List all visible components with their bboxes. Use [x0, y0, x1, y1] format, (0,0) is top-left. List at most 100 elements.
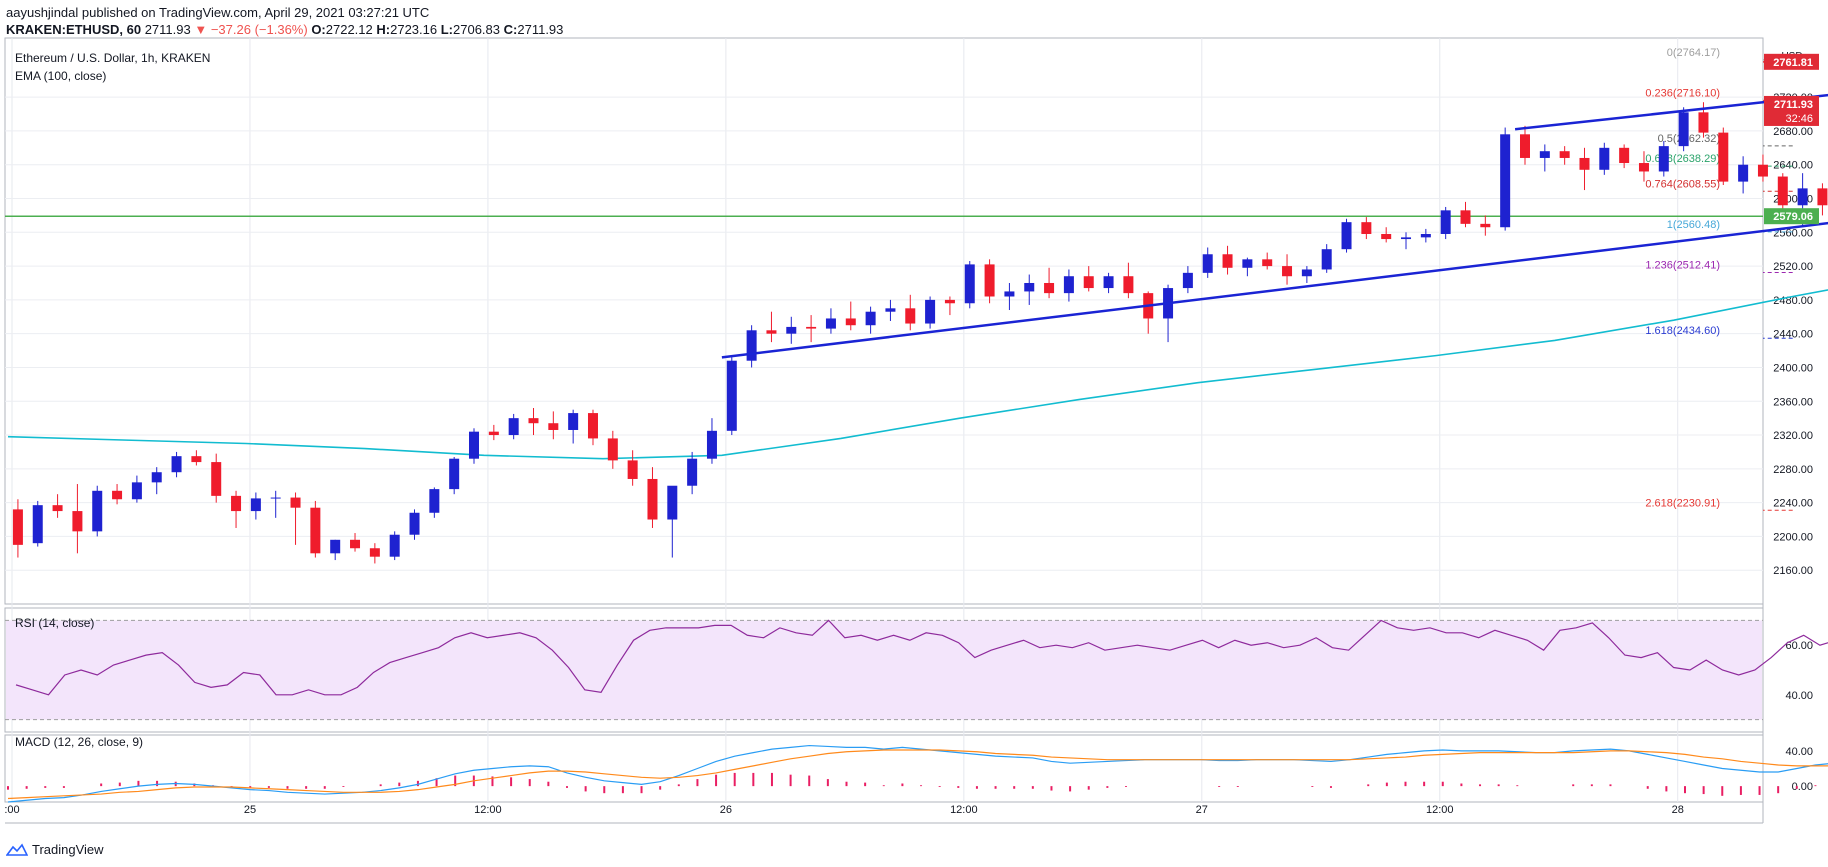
price-tick-label: 2560.00 [1773, 227, 1813, 239]
candle-body [1777, 176, 1788, 206]
time-tick-label: 12:00 [1426, 804, 1454, 816]
fib-level-label: 1(2560.48) [1667, 219, 1720, 231]
candle-body [528, 418, 539, 424]
time-tick-label: 25 [244, 804, 256, 816]
rsi-band [6, 620, 1762, 720]
candle-body [1182, 272, 1193, 289]
candle-body [607, 438, 618, 461]
candle-body [766, 330, 777, 334]
time-tick-label: 12:00 [950, 804, 978, 816]
rsi-title: RSI (14, close) [15, 616, 94, 630]
candle-body [1282, 266, 1293, 277]
main-pane [4, 37, 1764, 605]
ema-indicator-title: EMA (100, close) [15, 69, 106, 83]
candle-body [587, 413, 598, 439]
candle-body [746, 330, 757, 361]
candle-body [231, 495, 242, 512]
candle-body [12, 509, 23, 545]
fib-level-label: 1.618(2434.60) [1645, 325, 1720, 337]
candle-body [647, 478, 658, 520]
candle-body [1460, 210, 1471, 224]
candles [12, 102, 1828, 564]
candle-body [1361, 222, 1372, 234]
rsi-panel: 40.00 60.00 RSI (14, close) [5, 616, 1828, 721]
brand-name[interactable]: TradingView [32, 842, 104, 857]
candle-body [1738, 164, 1749, 182]
candle-body [706, 430, 717, 459]
candle-body [1024, 282, 1035, 292]
candle-body [389, 534, 400, 557]
candle-body [1559, 151, 1570, 158]
macd-tick-label: 0.00 [1792, 781, 1813, 793]
close-label: C: [503, 22, 518, 37]
macd-title: MACD (12, 26, close, 9) [15, 735, 143, 749]
symbol: KRAKEN:ETHUSD, 60 [6, 22, 142, 37]
time-tick-label: 28 [1672, 804, 1684, 816]
upper-channel-line [1514, 93, 1828, 131]
fib-level-label: 0.764(2608.55) [1645, 178, 1720, 190]
candle-body [469, 431, 480, 459]
candle-body [1440, 210, 1451, 234]
candle-body [1044, 282, 1055, 294]
candle-body [825, 318, 836, 329]
candle-body [92, 490, 103, 532]
candle-body [1103, 276, 1114, 289]
candle-body [171, 456, 182, 473]
candle-body [548, 423, 559, 430]
candle-body [1619, 147, 1630, 164]
candle-body [984, 264, 995, 297]
candle-body [112, 490, 123, 500]
candle-body [191, 456, 202, 463]
high-price-badge-text: 2761.81 [1773, 57, 1813, 69]
candle-body [865, 311, 876, 326]
rsi-line [15, 619, 1828, 696]
candle-body [429, 489, 440, 513]
open-value: 2722.12 [325, 22, 373, 37]
candle-body [1797, 188, 1808, 206]
fib-level-label: 0.618(2638.29) [1645, 153, 1720, 165]
candle-body [1638, 163, 1649, 172]
price-tick-label: 2640.00 [1773, 160, 1813, 172]
candle-body [1341, 222, 1352, 250]
support-price-badge: 2579.06 [1764, 208, 1819, 225]
candle-body [1757, 164, 1768, 177]
candle-body [310, 507, 321, 554]
ascending-support-trendline [721, 221, 1828, 359]
support-price-badge-bg [1764, 208, 1819, 225]
candle-body [1599, 147, 1610, 170]
candle-body [845, 318, 856, 326]
candle-body [1222, 254, 1233, 268]
candle-body [250, 498, 261, 512]
high-price-badge-bg [1764, 53, 1819, 70]
candle-body [1123, 276, 1134, 294]
time-tick-label: 26 [720, 804, 732, 816]
candle-body [32, 505, 43, 544]
candle-body [1519, 134, 1530, 158]
candle-body [964, 264, 975, 304]
last-price-badge-countdown: 32:46 [1785, 113, 1813, 125]
close-value: 2711.93 [517, 22, 564, 37]
last-price-badge-text: 2711.93 [1774, 99, 1813, 111]
fib-level-label: 0(2764.17) [1667, 47, 1720, 59]
fib-level-label: 2.618(2230.91) [1645, 497, 1720, 509]
candle-body [350, 539, 361, 549]
candle-body [1500, 134, 1511, 228]
rsi-tick-label: 40.00 [1785, 690, 1813, 702]
candle-body [369, 548, 380, 557]
candle-body [1539, 151, 1550, 158]
candle-body [568, 413, 579, 430]
candle-body [726, 360, 737, 431]
last-price-badge: 2711.93 32:46 [1764, 95, 1819, 126]
macd-pane [4, 734, 1764, 803]
symbol-line: KRAKEN:ETHUSD, 60 2711.93 ▼ −37.26 (−1.3… [6, 22, 563, 37]
fib-level-label: 0.236(2716.10) [1645, 87, 1720, 99]
candle-body [449, 458, 460, 490]
candle-body [1658, 146, 1669, 172]
price-tick-label: 2320.00 [1773, 430, 1813, 442]
price-tick-label: 2240.00 [1773, 498, 1813, 510]
candle-body [1083, 276, 1094, 289]
candle-body [1321, 249, 1332, 270]
time-tick-label: :00 [4, 804, 19, 816]
candle-body [627, 460, 638, 479]
